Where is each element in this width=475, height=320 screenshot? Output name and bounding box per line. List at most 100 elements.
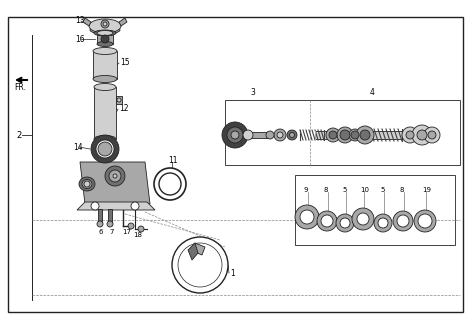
Ellipse shape — [82, 180, 92, 188]
Circle shape — [289, 132, 294, 138]
Ellipse shape — [89, 19, 121, 33]
Circle shape — [393, 211, 413, 231]
Circle shape — [98, 142, 112, 156]
Circle shape — [172, 237, 228, 293]
Bar — [93, 51, 117, 79]
Circle shape — [340, 218, 350, 228]
Circle shape — [107, 221, 113, 227]
Circle shape — [378, 218, 388, 228]
Circle shape — [287, 130, 297, 140]
Circle shape — [101, 20, 109, 28]
Circle shape — [159, 173, 181, 195]
Circle shape — [321, 215, 333, 227]
Text: 15: 15 — [120, 58, 130, 67]
Circle shape — [417, 130, 427, 140]
Ellipse shape — [94, 135, 116, 142]
Circle shape — [154, 168, 186, 200]
Bar — [97, 33, 113, 44]
Circle shape — [329, 131, 337, 139]
Ellipse shape — [94, 84, 116, 91]
Bar — [116, 96, 122, 104]
Bar — [295, 175, 455, 245]
Circle shape — [414, 210, 436, 232]
Text: 2: 2 — [16, 131, 21, 140]
Circle shape — [227, 127, 243, 143]
Circle shape — [91, 202, 99, 210]
Circle shape — [428, 131, 436, 139]
Circle shape — [103, 22, 107, 26]
Text: 8: 8 — [324, 187, 329, 193]
Text: 14: 14 — [73, 142, 83, 151]
Circle shape — [97, 221, 103, 227]
Ellipse shape — [97, 30, 113, 36]
Circle shape — [326, 128, 340, 142]
Circle shape — [231, 131, 239, 139]
Ellipse shape — [93, 76, 117, 83]
Bar — [94, 87, 116, 139]
Circle shape — [96, 140, 114, 158]
Circle shape — [360, 130, 370, 140]
Ellipse shape — [97, 42, 113, 46]
Polygon shape — [80, 162, 150, 204]
Text: 5: 5 — [380, 187, 384, 193]
Polygon shape — [83, 18, 91, 26]
Bar — [245, 132, 270, 138]
Polygon shape — [188, 243, 198, 260]
Ellipse shape — [94, 30, 116, 36]
Text: FR.: FR. — [14, 83, 26, 92]
Circle shape — [340, 130, 350, 140]
Text: 5: 5 — [342, 187, 346, 193]
Circle shape — [317, 211, 337, 231]
Circle shape — [349, 129, 361, 141]
Circle shape — [266, 131, 274, 139]
Ellipse shape — [420, 131, 430, 139]
Polygon shape — [190, 243, 205, 255]
Circle shape — [337, 127, 353, 143]
Circle shape — [178, 243, 222, 287]
Polygon shape — [119, 18, 127, 26]
Text: 12: 12 — [119, 103, 129, 113]
Circle shape — [412, 125, 432, 145]
Polygon shape — [77, 202, 155, 210]
Circle shape — [356, 126, 374, 144]
Circle shape — [277, 132, 283, 138]
Circle shape — [222, 122, 248, 148]
Circle shape — [138, 226, 144, 232]
Bar — [108, 209, 112, 224]
Circle shape — [84, 181, 90, 187]
Ellipse shape — [79, 177, 95, 191]
Circle shape — [402, 127, 418, 143]
Circle shape — [374, 214, 392, 232]
Circle shape — [352, 208, 374, 230]
Circle shape — [117, 98, 121, 102]
Text: 3: 3 — [250, 87, 255, 97]
Circle shape — [397, 215, 409, 227]
Circle shape — [295, 205, 319, 229]
Text: 9: 9 — [304, 187, 308, 193]
Text: 11: 11 — [168, 156, 178, 164]
Circle shape — [300, 210, 314, 224]
Circle shape — [357, 213, 369, 225]
Circle shape — [418, 214, 432, 228]
Ellipse shape — [93, 47, 117, 54]
Text: 8: 8 — [400, 187, 405, 193]
Circle shape — [336, 214, 354, 232]
Bar — [225, 100, 460, 165]
Bar — [98, 209, 102, 224]
Circle shape — [128, 223, 134, 229]
Circle shape — [105, 166, 125, 186]
Text: 7: 7 — [109, 229, 114, 235]
Circle shape — [101, 35, 109, 43]
Text: 13: 13 — [75, 15, 85, 25]
Text: 4: 4 — [370, 87, 375, 97]
Circle shape — [274, 129, 286, 141]
Text: 17: 17 — [122, 229, 131, 235]
Circle shape — [424, 127, 440, 143]
Text: 6: 6 — [98, 229, 103, 235]
Circle shape — [109, 170, 121, 182]
Ellipse shape — [90, 26, 120, 34]
Circle shape — [351, 131, 359, 139]
Circle shape — [406, 131, 414, 139]
Bar — [315, 131, 425, 139]
Text: 19: 19 — [422, 187, 431, 193]
